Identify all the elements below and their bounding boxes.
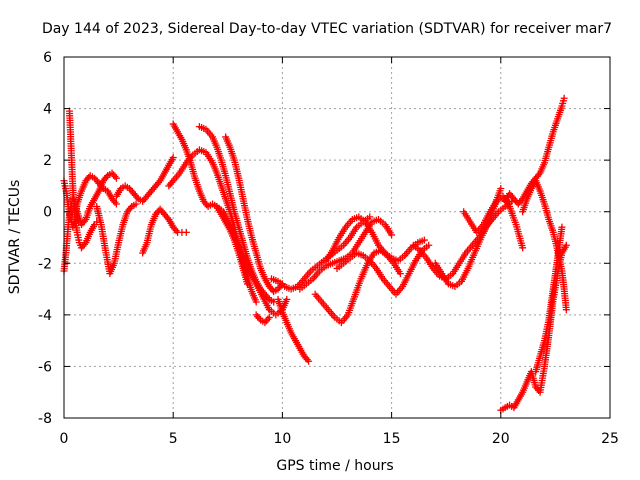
- axis-ticks: 0 5 10 15 20 25 -8 -6 -4 -2 0 2 4 6: [38, 50, 619, 447]
- y-tick-label: -4: [38, 308, 52, 324]
- data-point: [283, 295, 291, 303]
- grid: [64, 57, 610, 418]
- series-prn-y: [532, 223, 566, 376]
- series-prn-e: [112, 154, 177, 205]
- data-point: [169, 154, 177, 162]
- series-prn-f: [139, 205, 190, 257]
- data-point: [182, 228, 190, 236]
- series-prn-p: [311, 246, 404, 327]
- data-point: [265, 313, 273, 321]
- data-point: [497, 185, 505, 193]
- data-point: [420, 236, 428, 244]
- x-tick-label: 15: [383, 431, 401, 447]
- series-prn-h: [169, 120, 251, 288]
- data-point: [252, 298, 260, 306]
- data-point: [305, 357, 313, 365]
- y-tick-label: -2: [38, 256, 52, 272]
- y-tick-label: -8: [38, 411, 52, 427]
- data-point: [562, 241, 570, 249]
- data-point: [388, 231, 396, 239]
- y-tick-label: 0: [43, 205, 52, 221]
- x-tick-label: 25: [601, 431, 619, 447]
- series-prn-c: [65, 107, 101, 252]
- series-prn-v: [501, 94, 568, 208]
- x-axis-label: GPS time / hours: [276, 458, 393, 474]
- series-prn-m: [274, 295, 313, 365]
- y-tick-label: 4: [43, 102, 52, 118]
- data-point: [112, 174, 120, 182]
- series-prn-g: [165, 146, 260, 306]
- series-prn-d: [93, 200, 140, 278]
- x-tick-label: 0: [60, 431, 69, 447]
- data-marks: [60, 94, 570, 414]
- data-point: [558, 223, 566, 231]
- data-point: [425, 241, 433, 249]
- data-point: [243, 280, 251, 288]
- chart-title: Day 144 of 2023, Sidereal Day-to-day VTE…: [42, 21, 612, 37]
- series-prn-w: [519, 177, 570, 314]
- y-tick-label: 2: [43, 153, 52, 169]
- y-tick-label: -6: [38, 359, 52, 375]
- series-prn-l: [252, 311, 273, 327]
- x-tick-label: 20: [492, 431, 510, 447]
- data-point: [519, 244, 527, 252]
- data-point: [132, 200, 140, 208]
- series-prn-u: [460, 192, 527, 252]
- data-point: [396, 270, 404, 278]
- data-point: [560, 94, 568, 102]
- y-tick-label: 6: [43, 50, 52, 66]
- data-point: [562, 306, 570, 314]
- x-tick-label: 5: [169, 431, 178, 447]
- series-prn-j: [222, 133, 286, 296]
- data-point: [112, 200, 120, 208]
- x-tick-label: 10: [273, 431, 291, 447]
- plot-frame: [63, 56, 611, 419]
- data-point: [366, 213, 374, 221]
- series-prn-q: [333, 241, 433, 298]
- y-axis-label: SDTVAR / TECUs: [7, 180, 23, 295]
- series-prn-o: [296, 215, 396, 293]
